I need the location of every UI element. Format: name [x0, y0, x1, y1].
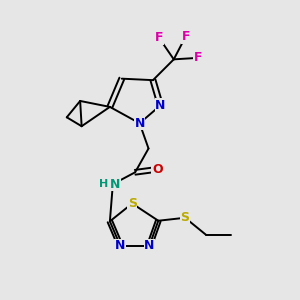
Text: N: N	[144, 239, 154, 252]
Text: N: N	[155, 99, 166, 112]
Text: S: S	[181, 211, 190, 224]
Text: N: N	[115, 239, 125, 252]
Text: N: N	[134, 117, 145, 130]
Text: F: F	[155, 31, 163, 44]
Text: N: N	[110, 178, 120, 191]
Text: F: F	[194, 51, 203, 64]
Text: H: H	[99, 179, 108, 189]
Text: F: F	[182, 30, 190, 43]
Text: S: S	[128, 197, 137, 210]
Text: O: O	[152, 163, 163, 176]
